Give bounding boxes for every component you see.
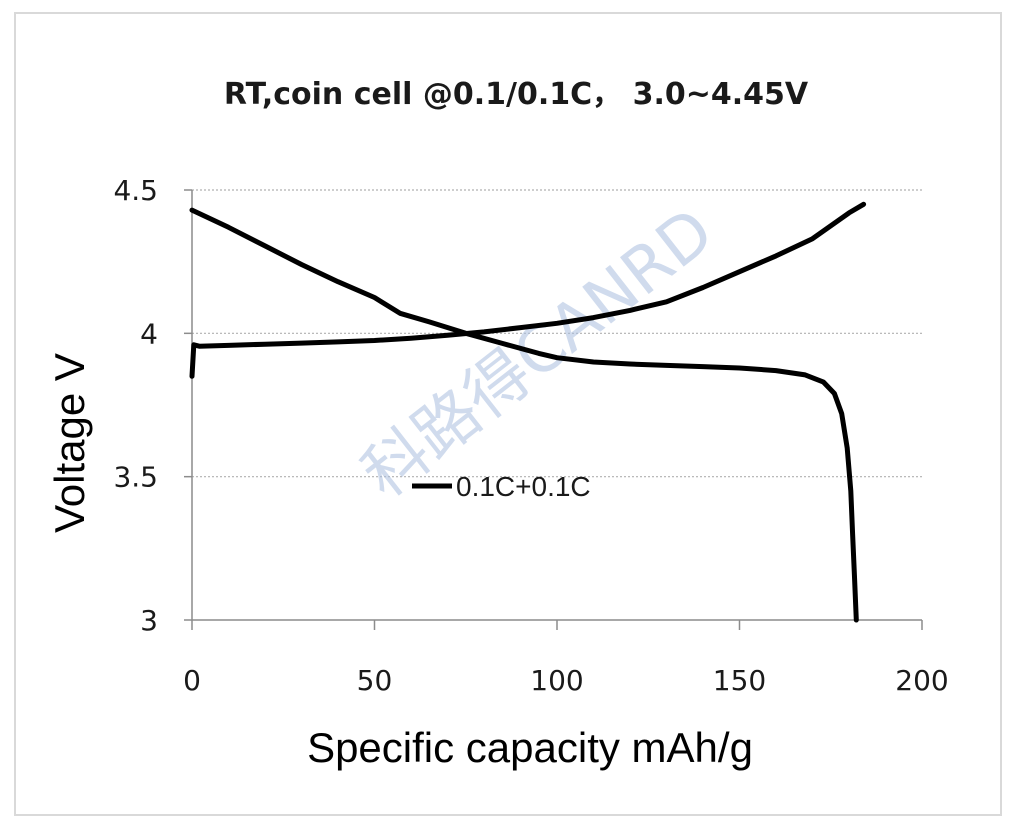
chart-frame: [14, 12, 1002, 816]
x-tick-label-4: 200: [895, 664, 948, 697]
y-axis-label: Voltage V: [46, 353, 93, 533]
x-tick-label-1: 50: [357, 664, 393, 697]
y-tick-label-2: 4: [140, 317, 158, 350]
series-line-discharge: [189, 207, 859, 623]
legend-label: 0.1C+0.1C: [456, 471, 591, 502]
x-axis-label: Specific capacity mAh/g: [307, 724, 753, 771]
y-tick-label-3: 4.5: [113, 174, 158, 207]
y-tick-label-0: 3: [140, 604, 158, 637]
axes: [184, 189, 923, 630]
tick-labels: 0 50 100 150 200 3 3.5 4 4.5: [113, 174, 948, 697]
x-tick-label-3: 150: [713, 664, 766, 697]
y-tick-label-1: 3.5: [113, 461, 158, 494]
chart-title: RT,coin cell @0.1/0.1C， 3.0~4.45V: [224, 77, 809, 112]
legend: 0.1C+0.1C: [412, 471, 591, 502]
x-tick-label-0: 0: [183, 664, 201, 697]
series-group: [189, 201, 867, 623]
series-line-charge: [189, 201, 867, 379]
grid-lines: [192, 189, 922, 478]
x-tick-label-2: 100: [530, 664, 583, 697]
